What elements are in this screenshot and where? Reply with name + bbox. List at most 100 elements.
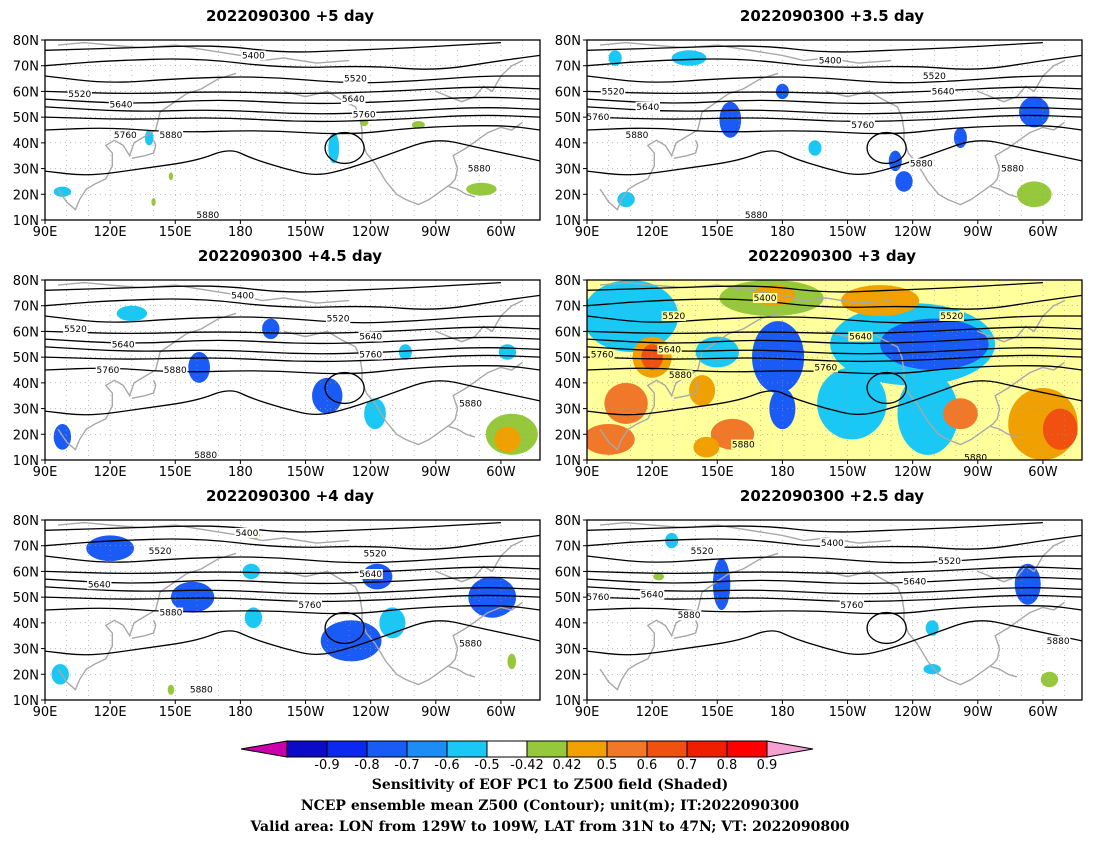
contour-label: 5520 <box>938 557 961 567</box>
contour-label: 5760 <box>97 366 120 376</box>
contour-label: 5520 <box>691 547 714 557</box>
sensitivity-patch <box>1040 671 1059 688</box>
contour-label-bg <box>358 331 383 342</box>
z500-contour <box>587 86 1082 94</box>
contour-label: 5640 <box>903 578 926 588</box>
lon-label: 120E <box>94 705 127 718</box>
contour-label: 5760 <box>298 601 321 611</box>
sensitivity-patch <box>689 375 716 406</box>
sensitivity-patch <box>244 607 263 628</box>
z500-contour <box>45 534 540 550</box>
lon-label: 60W <box>1028 225 1058 238</box>
contour-label: 5760 <box>591 351 614 361</box>
lon-label: 90E <box>575 705 600 718</box>
lon-label: 90W <box>421 705 451 718</box>
colorbar-label: 0.8 <box>717 758 738 770</box>
z500-contour <box>587 365 1082 375</box>
contour-label: 5520 <box>64 325 87 335</box>
sensitivity-patch <box>116 305 148 322</box>
lon-label: 120W <box>352 225 390 238</box>
lon-label: 150W <box>287 465 325 478</box>
lat-label: 50N <box>13 351 39 366</box>
colorbar-label: -0.9 <box>314 758 339 770</box>
z500-contour <box>587 380 1082 416</box>
contour-label: 5640 <box>359 333 382 343</box>
colorbar-label: 0.5 <box>597 758 618 770</box>
lon-label: 180 <box>228 705 253 718</box>
lat-label: 40N <box>555 137 581 152</box>
contour-label-bg <box>234 527 260 538</box>
contour-label-bg <box>458 638 483 649</box>
contour-label: 5640 <box>88 580 111 590</box>
contour-label: 5640 <box>641 591 664 601</box>
contour-label-bg <box>362 548 388 559</box>
contour-label: 5880 <box>194 451 217 461</box>
contour-label: 5880 <box>910 159 933 169</box>
lat-label: 20N <box>555 188 581 203</box>
contour-label-bg <box>147 545 173 556</box>
coastline <box>57 552 237 691</box>
contour-label-bg <box>189 684 214 695</box>
lat-label: 40N <box>555 377 581 392</box>
z500-closed-contour <box>324 371 365 405</box>
lon-label: 150W <box>829 225 867 238</box>
colorbar-swatch <box>446 740 488 758</box>
lon-label: 120W <box>894 465 932 478</box>
colorbar-label: -0.6 <box>434 758 459 770</box>
z500-contour <box>587 54 1082 70</box>
z500-contour <box>45 555 540 564</box>
sensitivity-patch <box>262 318 280 340</box>
sensitivity-patch <box>466 182 497 196</box>
plot-frame <box>44 519 541 701</box>
sensitivity-patch <box>608 50 622 66</box>
sensitivity-patch <box>695 336 739 368</box>
sensitivity-patch <box>1042 408 1078 450</box>
contour-label: 5640 <box>359 570 382 580</box>
lat-label: 10N <box>555 694 581 709</box>
lat-label: 10N <box>555 454 581 469</box>
z500-contour <box>45 605 540 615</box>
lat-label: 60N <box>13 85 39 100</box>
coastline <box>57 41 349 64</box>
lon-label: 150E <box>701 465 734 478</box>
contour-label: 5520 <box>940 312 963 322</box>
contour-label: 5880 <box>669 371 692 381</box>
contour-label-bg <box>668 370 693 381</box>
plot-frame <box>586 279 1083 461</box>
sensitivity-patch <box>752 321 805 394</box>
contour-label: 5880 <box>159 609 182 619</box>
contour-label-bg <box>358 349 383 360</box>
contour-label-bg <box>241 50 266 61</box>
contour-label-bg <box>676 610 702 621</box>
contour-label: 5760 <box>114 131 137 141</box>
lon-label: 120W <box>352 705 390 718</box>
z500-contour <box>45 294 540 310</box>
coastline <box>67 700 76 718</box>
panel-title-6: 2022090300 +2.5 day <box>739 487 925 505</box>
coastline <box>67 460 76 478</box>
coastline <box>599 72 779 211</box>
colorbar-label: 0.7 <box>677 758 698 770</box>
lon-label: 90W <box>963 465 993 478</box>
sensitivity-patch <box>468 576 517 618</box>
sensitivity-patch <box>1014 563 1041 605</box>
z500-contour <box>45 75 540 84</box>
contour-label: 5760 <box>359 351 382 361</box>
contour-label: 5880 <box>745 211 768 221</box>
lon-label: 180 <box>228 225 253 238</box>
coastline <box>67 220 76 238</box>
lon-label: 120E <box>94 225 127 238</box>
panel-title-1: 2022090300 +5 day <box>206 7 374 25</box>
lon-label: 90W <box>421 225 451 238</box>
colorbar-swatch <box>366 740 408 758</box>
lat-label: 30N <box>555 163 581 178</box>
contour-label: 5880 <box>164 366 187 376</box>
sensitivity-patch <box>398 344 412 360</box>
colorbar-swatch <box>526 740 568 758</box>
coastline <box>599 312 779 451</box>
contour-label-bg <box>937 556 962 567</box>
contour-label-bg <box>458 398 483 409</box>
z500-contour <box>587 75 1082 84</box>
colorbar-swatch <box>326 740 368 758</box>
lat-label: 80N <box>555 34 581 49</box>
